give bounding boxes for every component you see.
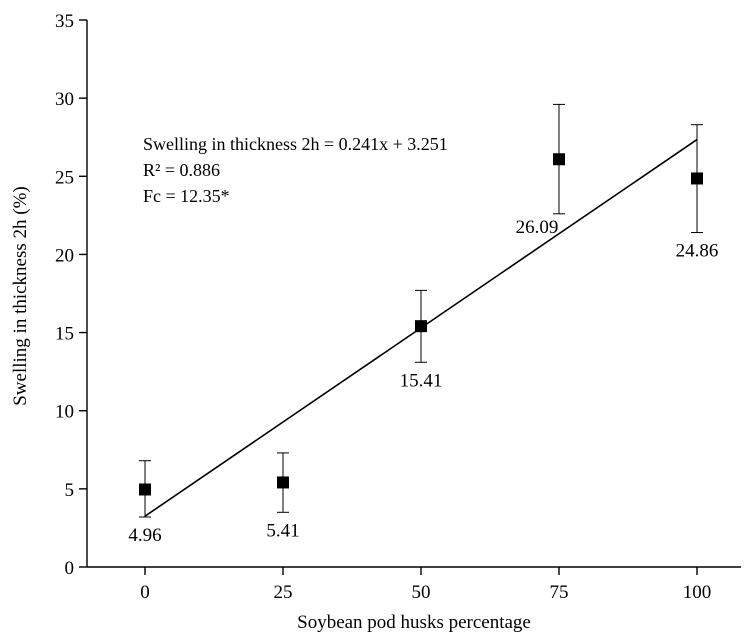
y-tick-label: 35 [55,11,74,32]
equation-annotation: Swelling in thickness 2h = 0.241x + 3.25… [143,134,448,154]
data-label: 5.41 [266,520,299,541]
axes [86,20,741,568]
y-tick-label: 10 [55,402,74,423]
data-labels: 4.96 5.41 15.41 26.09 24.86 [128,217,718,546]
x-axis-title: Soybean pod husks percentage [297,612,531,633]
y-tick-label: 20 [55,245,74,266]
annotations: Swelling in thickness 2h = 0.241x + 3.25… [143,134,448,206]
error-bars [139,103,703,518]
data-label: 15.41 [400,370,443,391]
y-tick-label: 5 [65,480,75,501]
fc-annotation: Fc = 12.35* [143,186,230,206]
data-label: 24.86 [676,241,719,262]
x-tick-label: 50 [412,582,431,603]
data-point [691,172,703,185]
data-markers [139,153,703,496]
data-label: 26.09 [516,217,559,238]
y-ticks: 0 5 10 15 20 25 30 35 [55,11,87,579]
data-label: 4.96 [128,525,161,546]
x-tick-label: 25 [274,582,293,603]
y-tick-label: 15 [55,324,74,345]
x-tick-label: 100 [683,582,712,603]
x-ticks: 0 25 50 75 100 [140,567,711,603]
data-point [553,153,565,166]
data-point [277,476,289,489]
y-axis-title: Swelling in thickness 2h (%) [10,186,31,406]
y-tick-label: 0 [65,558,75,579]
data-point [415,320,427,333]
x-tick-label: 0 [140,582,150,603]
x-tick-label: 75 [550,582,569,603]
r-squared-annotation: R² = 0.886 [143,160,220,180]
y-tick-label: 25 [55,167,74,188]
y-tick-label: 30 [55,89,74,110]
data-point [139,483,151,496]
